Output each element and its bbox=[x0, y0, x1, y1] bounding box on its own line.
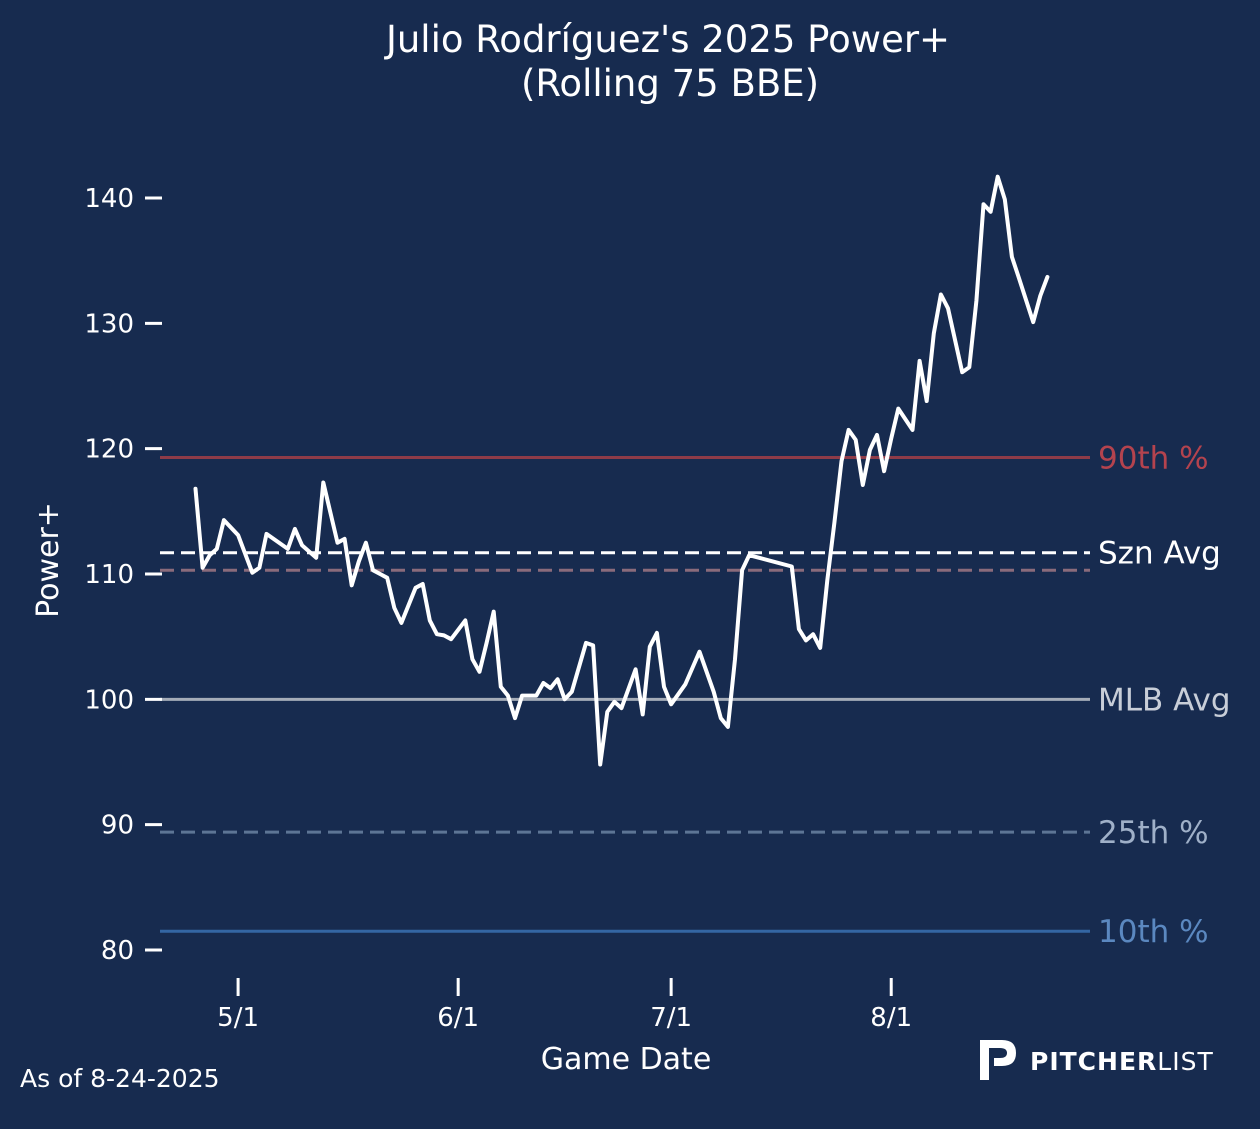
y-axis: 80 90 100 110 120 130 140 bbox=[84, 184, 162, 966]
x-tick-label: 5/1 bbox=[217, 1003, 259, 1033]
reference-line-label: Szn Avg bbox=[1098, 536, 1221, 572]
y-tick-label: 100 bbox=[84, 685, 134, 715]
x-tick-label: 8/1 bbox=[870, 1003, 912, 1033]
x-axis-label: Game Date bbox=[541, 1042, 712, 1077]
pitcherlist-p-icon bbox=[980, 1040, 1016, 1080]
y-tick-label: 130 bbox=[84, 309, 134, 339]
x-tick-label: 6/1 bbox=[437, 1003, 479, 1033]
y-tick-label: 80 bbox=[101, 936, 134, 966]
x-axis: 5/1 6/1 7/1 8/1 bbox=[217, 978, 912, 1033]
chart-title-line1: Julio Rodríguez's 2025 Power+ bbox=[384, 18, 950, 61]
as-of-date: As of 8-24-2025 bbox=[20, 1064, 220, 1093]
pitcherlist-wordmark: PITCHERLIST bbox=[1030, 1047, 1214, 1076]
brand-bold: PITCHER bbox=[1030, 1047, 1157, 1076]
x-tick-label: 7/1 bbox=[650, 1003, 692, 1033]
reference-line-label: 10th % bbox=[1098, 914, 1209, 950]
reference-line-label: MLB Avg bbox=[1098, 682, 1231, 718]
y-tick-label: 110 bbox=[84, 560, 134, 590]
series-layer bbox=[193, 174, 1050, 767]
reference-lines: 90th % Szn Avg MLB Avg 25th % 10th % bbox=[160, 440, 1231, 950]
y-tick-label: 120 bbox=[84, 435, 134, 465]
power-plus-series-line bbox=[193, 174, 1050, 767]
y-axis-label: Power+ bbox=[31, 502, 66, 618]
brand-light: LIST bbox=[1157, 1047, 1213, 1076]
reference-line-label: 25th % bbox=[1098, 815, 1209, 851]
pitcherlist-logo: PITCHERLIST bbox=[980, 1040, 1214, 1080]
y-tick-label: 140 bbox=[84, 184, 134, 214]
reference-line-label: 90th % bbox=[1098, 440, 1209, 476]
chart-title-line2: (Rolling 75 BBE) bbox=[521, 62, 819, 105]
y-tick-label: 90 bbox=[101, 811, 134, 841]
